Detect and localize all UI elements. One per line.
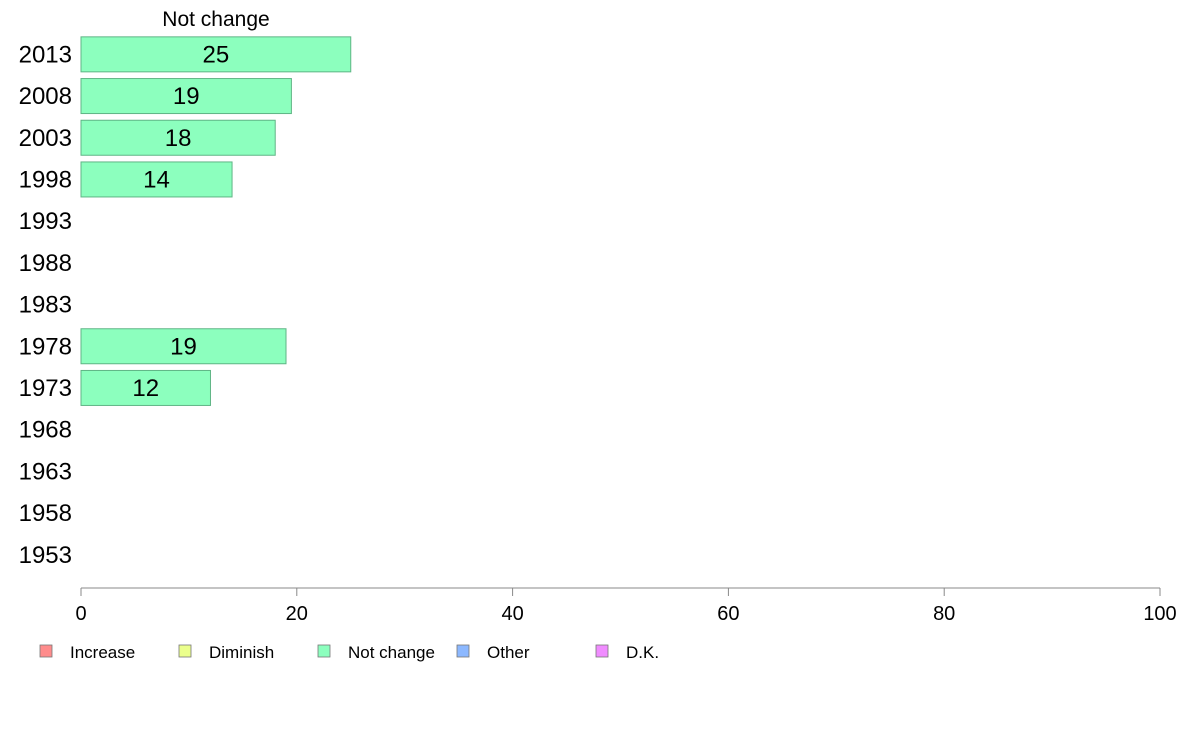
- category-label-2003: 2003: [19, 125, 72, 152]
- category-label-1968: 1968: [19, 417, 72, 444]
- legend-label-1: Diminish: [209, 643, 274, 662]
- panel-title: Not change: [162, 8, 269, 31]
- category-label-2008: 2008: [19, 83, 72, 110]
- category-label-1998: 1998: [19, 166, 72, 193]
- category-label-1973: 1973: [19, 375, 72, 402]
- bar-label-1978: 19: [170, 333, 197, 360]
- x-tick-label-20: 20: [286, 603, 308, 625]
- bar-2013: [80, 36, 352, 73]
- bar-2008: [80, 78, 292, 115]
- category-label-1993: 1993: [19, 208, 72, 235]
- bars-group: [80, 36, 352, 406]
- bar-2003: [80, 119, 276, 156]
- bar-label-2003: 18: [165, 125, 192, 152]
- category-label-2013: 2013: [19, 41, 72, 68]
- legend: Increase Diminish Not change Other D.K.: [39, 643, 659, 662]
- legend-label-4: D.K.: [626, 643, 659, 662]
- category-label-1978: 1978: [19, 333, 72, 360]
- x-tick-label-0: 0: [75, 603, 86, 625]
- legend-swatch-2: [317, 644, 331, 658]
- legend-swatch-1: [178, 644, 192, 658]
- legend-label-2: Not change: [348, 643, 435, 662]
- legend-swatch-0: [39, 644, 53, 658]
- bar-1978: [80, 328, 287, 365]
- category-label-1953: 1953: [19, 542, 72, 569]
- category-label-1963: 1963: [19, 458, 72, 485]
- bar-label-1998: 14: [143, 166, 170, 193]
- category-label-1958: 1958: [19, 500, 72, 527]
- legend-label-3: Other: [487, 643, 530, 662]
- legend-swatch-4: [595, 644, 609, 658]
- bar-1998: [80, 161, 233, 198]
- category-label-1983: 1983: [19, 292, 72, 319]
- x-tick-label-100: 100: [1143, 603, 1176, 625]
- category-label-1988: 1988: [19, 250, 72, 277]
- x-tick-label-40: 40: [501, 603, 523, 625]
- x-axis: 0 20 40 60 80 100: [75, 587, 1177, 625]
- x-tick-label-80: 80: [933, 603, 955, 625]
- bar-label-1973: 12: [132, 375, 159, 402]
- legend-label-0: Increase: [70, 643, 135, 662]
- x-tick-label-60: 60: [717, 603, 739, 625]
- bar-1973: [80, 369, 211, 406]
- category-labels-group: 2013 2008 2003 1998 1993 1988 1983 1978 1973 1968…: [19, 41, 72, 568]
- legend-swatch-3: [456, 644, 470, 658]
- bar-label-2008: 19: [173, 83, 200, 110]
- bar-label-2013: 25: [203, 41, 230, 68]
